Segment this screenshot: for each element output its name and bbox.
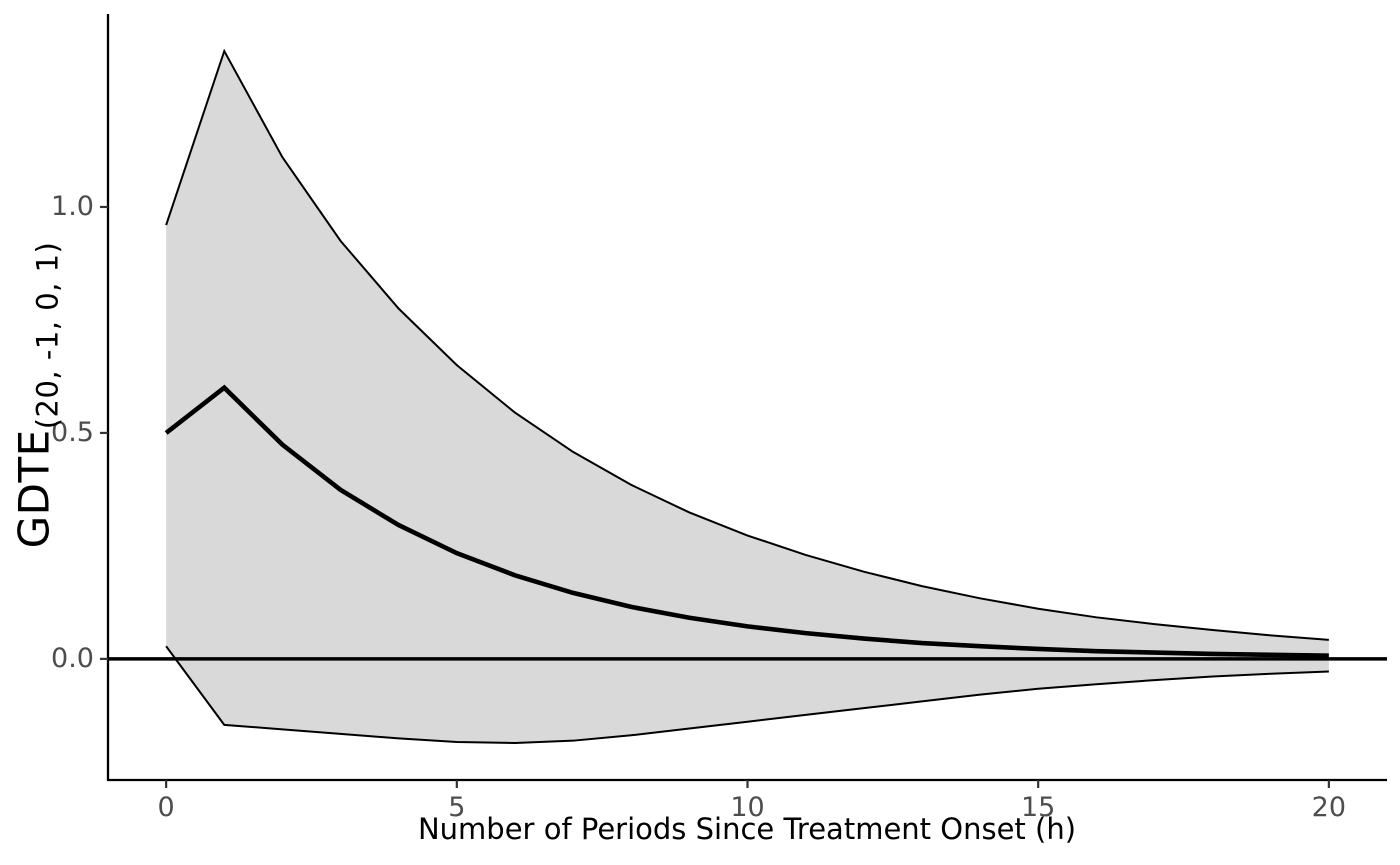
x-tick-label: 0 — [157, 792, 175, 823]
estimate-line — [164, 384, 1329, 659]
y-axis-title: GDTE(20, -1, 0, 1) — [9, 242, 65, 549]
lower-ci-line — [165, 645, 1329, 744]
y-tick-label: 1.0 — [51, 190, 94, 222]
y-tick-label: 0.5 — [51, 416, 94, 448]
x-tick-label: 10 — [730, 792, 765, 823]
upper-ci-line — [165, 48, 1329, 641]
x-tick-label: 5 — [448, 792, 466, 823]
y-axis-title-main: GDTE — [9, 429, 59, 549]
x-tick-label: 15 — [1020, 792, 1056, 823]
x-tick-label: 20 — [1311, 792, 1347, 823]
confidence-band — [166, 51, 1329, 743]
y-axis-title-subscript: (20, -1, 0, 1) — [30, 241, 65, 430]
y-tick-label: 0.0 — [51, 642, 94, 674]
x-axis-title: Number of Periods Since Treatment Onset … — [417, 812, 1077, 846]
